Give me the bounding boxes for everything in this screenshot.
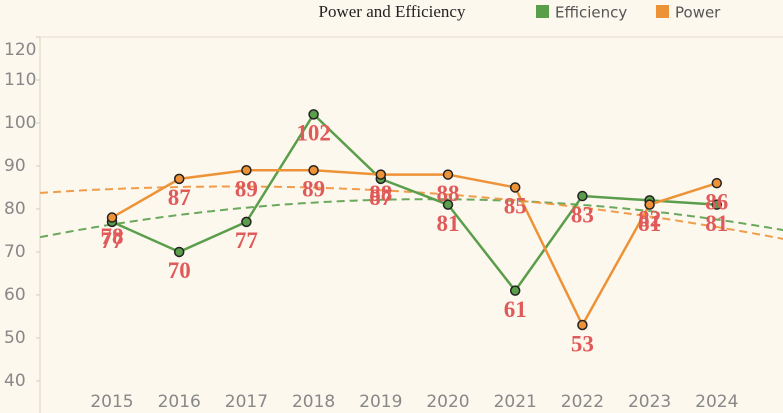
value-label: 77 (101, 228, 124, 253)
value-label: 89 (235, 177, 258, 202)
point (106, 212, 118, 223)
point (241, 216, 252, 228)
value-label: 87 (168, 185, 191, 210)
value-label: 81 (437, 211, 460, 236)
point (241, 165, 252, 176)
y-tick-label: 70 (4, 242, 26, 262)
x-tick-label: 2016 (158, 392, 201, 412)
x-tick-label: 2022 (561, 392, 604, 412)
value-label: 81 (638, 211, 661, 236)
point (173, 173, 185, 185)
value-label: 53 (571, 331, 594, 356)
point (442, 169, 454, 180)
point (509, 182, 521, 193)
point (308, 109, 319, 120)
y-tick-label: 50 (4, 328, 26, 348)
point (173, 246, 185, 258)
x-tick-label: 2020 (426, 392, 469, 412)
value-label: 88 (369, 181, 392, 206)
point (375, 169, 387, 180)
value-label: 85 (504, 194, 527, 219)
value-label: 86 (705, 189, 728, 214)
series-line (111, 169, 718, 328)
value-label: 87 (369, 185, 392, 210)
series-line (111, 112, 717, 293)
x-tick-label: 2015 (90, 392, 133, 412)
value-label: 89 (302, 177, 325, 202)
value-label: 70 (168, 258, 191, 283)
y-tick-label: 90 (4, 156, 26, 176)
value-label: 82 (638, 207, 661, 232)
point (577, 190, 588, 202)
y-tick-label: 40 (4, 371, 26, 391)
chart-title: Power and Efficiency (319, 2, 466, 21)
x-tick-label: 2021 (494, 392, 537, 412)
y-tick-label: 100 (4, 113, 36, 133)
value-label: 88 (437, 181, 460, 206)
x-tick-label: 2024 (695, 392, 738, 412)
x-tick-label: 2019 (359, 392, 402, 412)
value-label: 81 (705, 211, 728, 236)
value-label: 78 (101, 224, 124, 249)
point (308, 165, 319, 176)
point (644, 199, 655, 210)
value-label: 83 (571, 202, 594, 227)
y-tick-label: 60 (4, 285, 26, 305)
x-tick-label: 2023 (628, 392, 671, 412)
legend-label: Efficiency (555, 4, 627, 22)
value-label: 61 (504, 297, 527, 322)
legend-swatch (656, 5, 669, 18)
legend-swatch (536, 5, 549, 18)
y-tick-label: 120 (4, 40, 36, 60)
value-label: 102 (296, 121, 331, 146)
legend-label: Power (675, 4, 721, 22)
point (442, 199, 454, 210)
value-label: 77 (235, 228, 258, 253)
point (577, 319, 588, 331)
point (711, 199, 723, 210)
point (711, 177, 723, 189)
point (509, 285, 521, 296)
y-tick-label: 110 (4, 70, 36, 90)
x-tick-label: 2018 (292, 392, 335, 412)
y-tick-label: 80 (4, 199, 26, 219)
x-tick-label: 2017 (225, 392, 268, 412)
trend-line (39, 198, 783, 239)
